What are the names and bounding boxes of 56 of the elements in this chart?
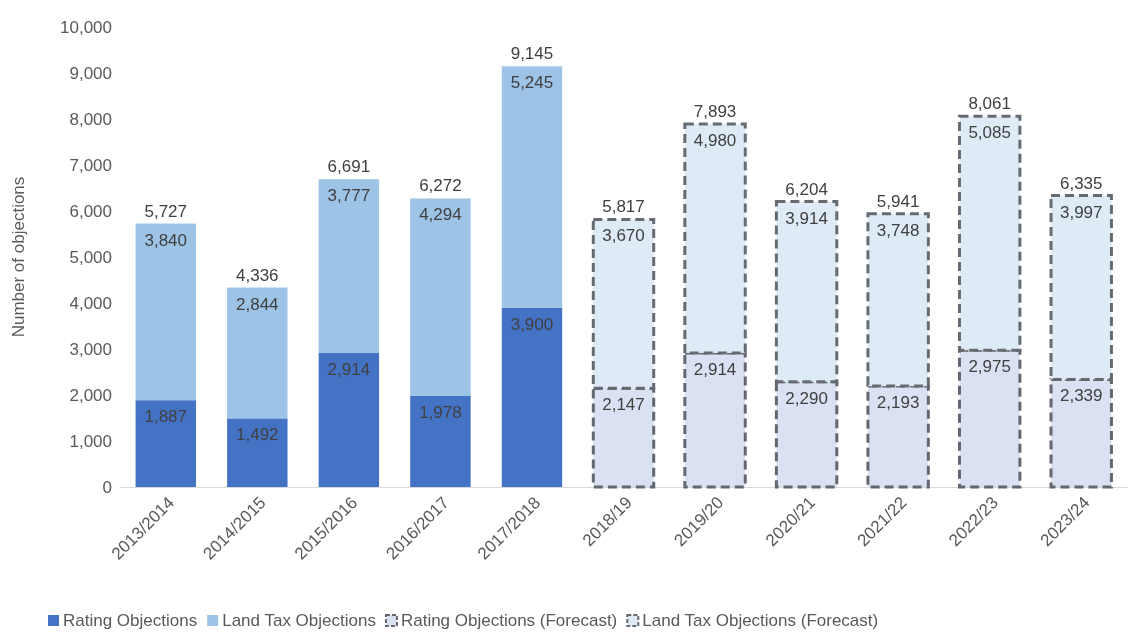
data-label: 5,245 (510, 73, 554, 93)
bar (501, 307, 563, 487)
y-tick-label: 3,000 (69, 339, 112, 359)
data-label: 1,978 (419, 403, 462, 423)
y-tick-label: 1,000 (69, 431, 112, 451)
data-label: 2,193 (876, 393, 920, 413)
total-label: 5,817 (602, 197, 645, 217)
data-label: 3,900 (510, 314, 554, 334)
total-label: 5,941 (876, 191, 920, 211)
bar (318, 352, 380, 487)
bar (501, 66, 563, 308)
total-label: 8,061 (968, 94, 1011, 114)
y-tick-label: 4,000 (69, 293, 112, 313)
total-label: 6,691 (327, 157, 371, 177)
data-label: 4,294 (419, 205, 462, 225)
data-label: 2,844 (236, 294, 279, 314)
data-label: 1,492 (236, 425, 279, 445)
legend-label: Land Tax Objections (222, 611, 376, 630)
data-label: 3,997 (1059, 202, 1103, 222)
y-tick-label: 7,000 (69, 155, 112, 175)
total-label: 7,893 (693, 101, 737, 121)
total-label: 5,727 (144, 201, 188, 221)
data-label: 3,777 (327, 186, 371, 206)
y-tick-label: 0 (102, 477, 112, 497)
data-label: 2,975 (968, 357, 1011, 377)
data-label: 5,085 (968, 123, 1011, 143)
data-label: 2,147 (602, 395, 645, 415)
total-label: 6,204 (785, 179, 828, 199)
legend-label: Land Tax Objections (Forecast) (642, 611, 879, 630)
y-tick-label: 5,000 (69, 247, 112, 267)
bar (135, 223, 196, 401)
data-label: 2,339 (1059, 386, 1103, 406)
y-tick-label: 2,000 (69, 385, 112, 405)
bar (227, 287, 288, 419)
bar (318, 179, 380, 353)
total-label: 6,335 (1059, 173, 1103, 193)
data-label: 3,914 (785, 208, 828, 228)
legend-label: Rating Objections (Forecast) (400, 611, 618, 630)
total-label: 9,145 (510, 44, 554, 64)
y-tick-label: 8,000 (69, 109, 112, 129)
data-label: 3,670 (602, 226, 645, 246)
data-label: 2,914 (693, 359, 737, 379)
data-label: 3,840 (144, 230, 188, 250)
data-label: 2,914 (327, 359, 371, 379)
data-label: 2,290 (785, 388, 828, 408)
data-label: 3,748 (876, 220, 920, 240)
data-label: 4,980 (693, 130, 737, 150)
y-axis-title: Number of objections (9, 176, 28, 338)
y-tick-label: 10,000 (60, 17, 112, 37)
total-label: 6,272 (419, 176, 462, 196)
data-label: 1,887 (144, 407, 188, 427)
total-label: 4,336 (236, 265, 279, 285)
y-tick-label: 6,000 (69, 201, 112, 221)
legend-label: Rating Objections (63, 611, 198, 630)
bar (410, 198, 471, 397)
y-tick-label: 9,000 (69, 63, 112, 83)
